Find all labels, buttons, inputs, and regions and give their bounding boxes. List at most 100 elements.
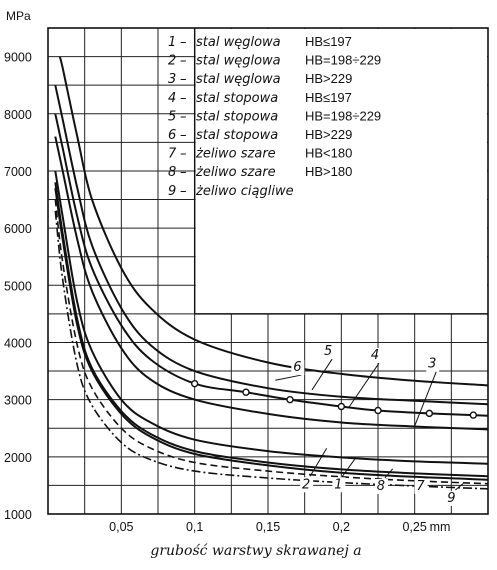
legend-num: 1 [168, 35, 176, 50]
legend-hb: HB>229 [305, 71, 352, 86]
legend-material: stal węglowa [196, 35, 281, 50]
legend-hb: HB<180 [305, 146, 352, 161]
curve-label-1: 1 [334, 477, 342, 492]
x-tick-label: 0,1 [186, 520, 203, 534]
x-tick-label: 0,15 [256, 520, 280, 534]
y-unit-label: MPa [6, 9, 31, 23]
legend-dash: – [180, 109, 187, 124]
series-line-7 [54, 199, 489, 485]
y-tick-label: 4000 [4, 336, 32, 350]
legend-hb: HB=198÷229 [305, 53, 381, 68]
legend-dash: – [180, 35, 187, 50]
series-line-4 [54, 113, 489, 417]
axes: 1000 2000 3000 4000 5000 6000 7000 8000 9000 MPa 0… [4, 9, 489, 559]
curve-label-bg-5 [322, 344, 336, 360]
x-tick-label: 0,2 [333, 520, 350, 534]
y-tick-label: 3000 [4, 394, 32, 408]
curve-leader-3 [414, 371, 437, 427]
legend-hb: HB>229 [305, 127, 352, 142]
series-line-6 [58, 56, 489, 387]
y-tick-label: 1000 [4, 508, 32, 522]
legend-material: żeliwo szare [195, 165, 276, 180]
legend-dash: – [180, 91, 187, 106]
series-line-5 [54, 84, 489, 406]
series-point-4 [286, 395, 294, 404]
series-point-4 [425, 409, 434, 418]
curve-label-6: 6 [293, 360, 301, 375]
x-axis-title: grubość warstwy skrawanej a [150, 543, 361, 559]
curve-label-9: 9 [447, 491, 455, 506]
series-line-3 [54, 136, 489, 431]
legend-material: żeliwo ciągliwe [195, 184, 294, 199]
curve-labels: 6 5 4 3 2 1 8 7 9 [275, 344, 464, 506]
legend-dash: – [180, 128, 187, 143]
legend-dash: – [180, 54, 187, 69]
curve-label-bg-1 [332, 477, 346, 493]
legend-num: 3 [168, 72, 176, 87]
series-point-4 [190, 379, 199, 388]
legend-hb: HB≤197 [305, 34, 352, 49]
legend-hb: HB=198÷229 [305, 108, 381, 123]
legend-material: stal stopowa [196, 128, 278, 143]
legend-num: 5 [168, 109, 176, 124]
legend-dash: – [180, 165, 187, 180]
series-line-9 [54, 210, 489, 490]
curve-label-bg-3 [426, 356, 440, 372]
y-tick-label: 8000 [4, 108, 32, 122]
legend-num: 8 [168, 165, 176, 180]
legend-num: 2 [168, 54, 176, 69]
y-tick-label: 9000 [4, 51, 32, 65]
x-unit-label: mm [430, 520, 451, 534]
curve-label-3: 3 [428, 357, 436, 372]
legend-material: stal węglowa [196, 72, 281, 87]
curve-label-7: 7 [416, 479, 425, 494]
y-tick-label: 7000 [4, 165, 32, 179]
series-point-4 [374, 406, 382, 415]
legend-hb: HB≤197 [305, 90, 352, 105]
curve-leader-5 [311, 358, 333, 391]
curve-label-bg-7 [414, 478, 428, 494]
legend-material: żeliwo szare [195, 147, 276, 162]
legend-hb: HB>180 [305, 164, 352, 179]
x-tick-label: 0,05 [109, 520, 133, 534]
curve-label-bg-2 [300, 477, 314, 493]
legend-material: stal stopowa [196, 109, 278, 124]
curve-label-5: 5 [324, 344, 332, 359]
series-point-4 [242, 388, 250, 396]
series-point-4 [337, 402, 346, 411]
legend-dash: – [180, 72, 187, 87]
series-layer [54, 56, 489, 490]
legend-dash: – [180, 147, 187, 162]
y-tick-label: 6000 [4, 222, 32, 236]
legend-dash: – [180, 184, 187, 199]
series-line-1 [54, 187, 489, 481]
curve-label-bg-8 [374, 478, 388, 494]
legend-num: 7 [168, 147, 177, 162]
series-line-8 [54, 182, 489, 478]
curve-label-bg-4 [369, 348, 383, 364]
curve-label-2: 2 [302, 477, 310, 492]
legend-num: 4 [168, 91, 176, 106]
curve-leader-6 [275, 374, 302, 381]
curve-leader-1 [341, 457, 357, 477]
legend-num: 6 [168, 128, 176, 143]
curve-label-bg-6 [291, 360, 305, 376]
curve-leader-2 [309, 447, 328, 477]
plot-frame [47, 27, 489, 515]
legend-panel [195, 29, 487, 314]
curve-label-4: 4 [371, 348, 379, 363]
y-tick-label: 2000 [4, 451, 32, 465]
legend-num: 9 [168, 184, 176, 199]
curve-label-8: 8 [377, 479, 385, 494]
curve-leader-4 [348, 362, 380, 408]
legend-material: stal węglowa [196, 54, 281, 69]
curve-leader-8 [384, 468, 394, 479]
series-point-4 [469, 411, 478, 419]
curve-label-bg-9 [445, 490, 459, 506]
y-tick-label: 5000 [4, 279, 32, 293]
curve-leader-9 [455, 483, 464, 491]
curve-leader-7 [424, 476, 433, 479]
x-tick-label: 0,25 [402, 520, 426, 534]
